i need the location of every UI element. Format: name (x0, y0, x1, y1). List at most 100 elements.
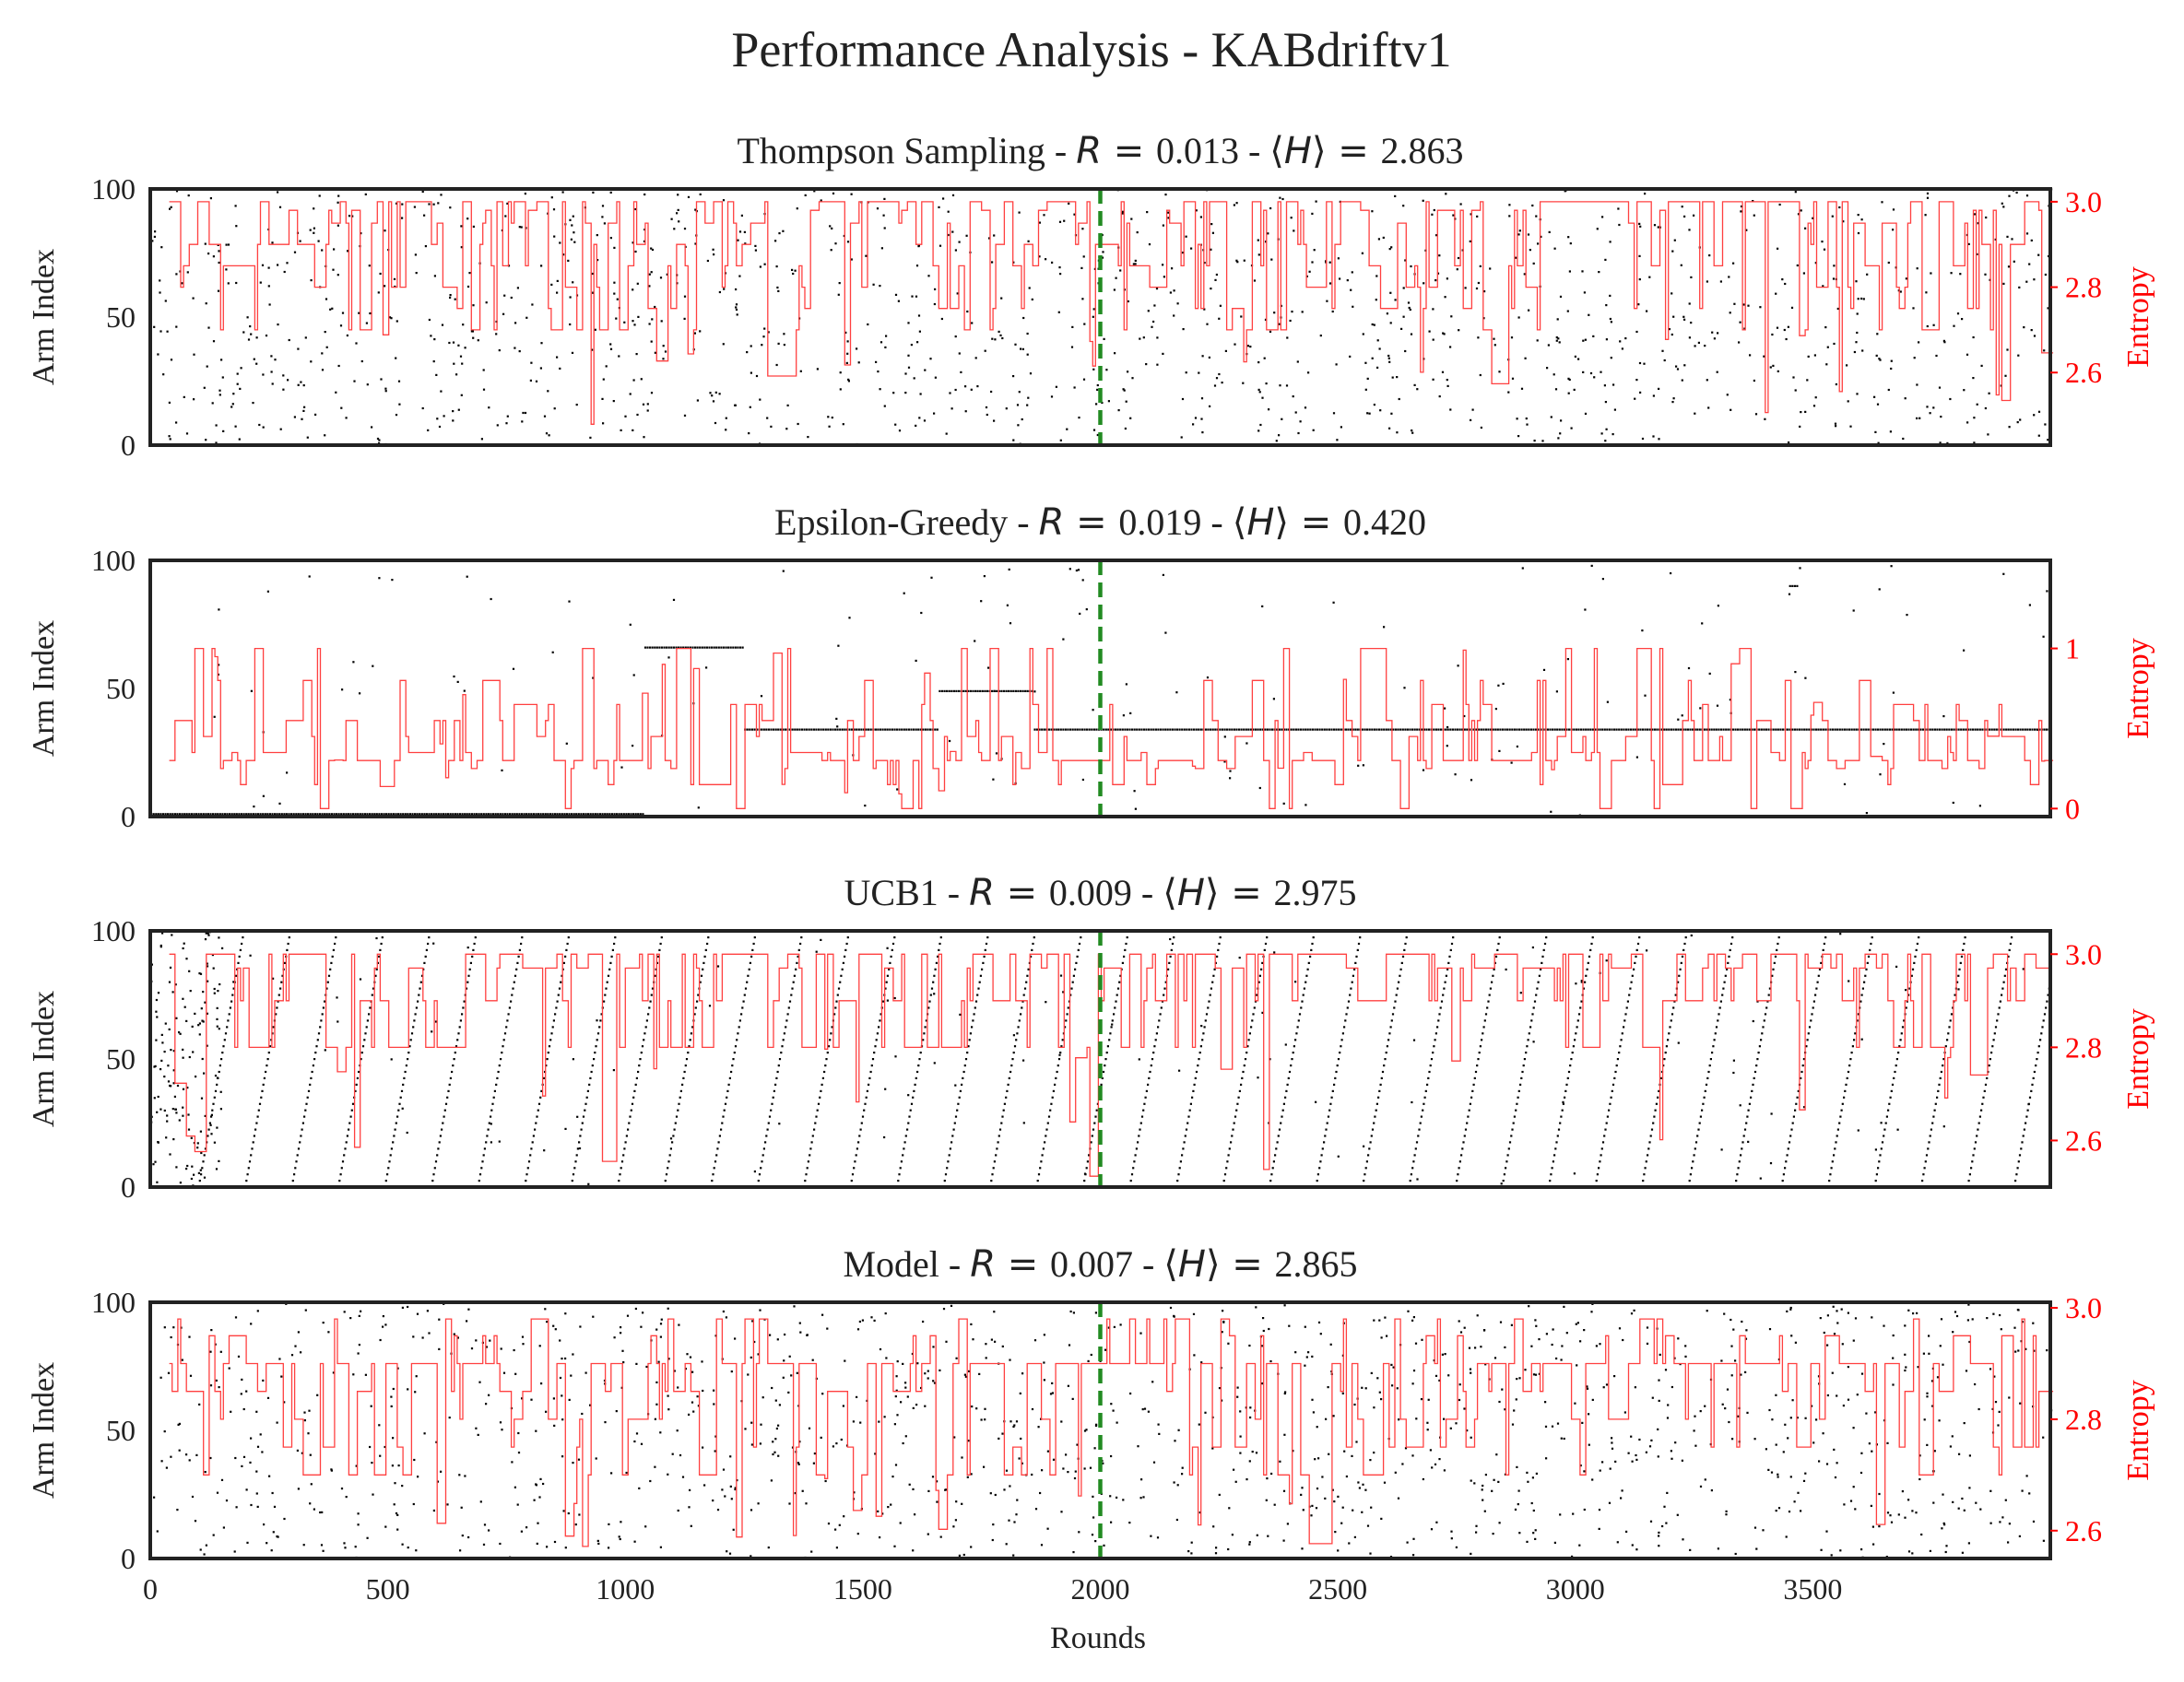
arm-pull-point (1575, 728, 1577, 731)
arm-pull-point (567, 936, 570, 939)
arm-pull-point (1714, 1032, 1717, 1035)
arm-pull-point (1705, 1083, 1708, 1086)
arm-pull-point (1933, 728, 1936, 731)
arm-pull-point (620, 1167, 622, 1170)
arm-pull-point (1306, 968, 1309, 970)
arm-pull-point (692, 1410, 695, 1413)
arm-pull-point (640, 1325, 643, 1328)
arm-pull-point (1402, 287, 1405, 289)
arm-pull-point (1005, 407, 1008, 410)
arm-pull-point (985, 942, 988, 946)
arm-pull-point (829, 225, 832, 228)
arm-pull-point (1729, 312, 1731, 314)
arm-pull-point (1630, 1435, 1633, 1438)
arm-pull-point (371, 813, 373, 816)
arm-pull-point (1825, 1530, 1828, 1533)
arm-pull-point (1193, 1354, 1196, 1357)
arm-pull-point (597, 1542, 600, 1545)
arm-pull-point (612, 1069, 615, 1072)
arm-pull-point (418, 994, 420, 996)
arm-pull-point (1214, 728, 1217, 731)
arm-pull-point (1463, 1407, 1466, 1410)
arm-pull-point (1961, 1497, 1964, 1500)
arm-pull-point (1764, 418, 1766, 420)
arm-pull-point (1833, 1333, 1836, 1335)
arm-pull-point (1956, 981, 1959, 983)
arm-pull-point (603, 222, 606, 225)
arm-pull-point (824, 728, 827, 731)
arm-pull-point (754, 249, 757, 252)
arm-pull-point (637, 315, 640, 318)
arm-pull-point (947, 233, 950, 237)
arm-pull-point (1600, 432, 1603, 435)
arm-pull-point (972, 1019, 974, 1022)
arm-pull-point (1634, 397, 1636, 400)
arm-pull-point (878, 1026, 880, 1029)
arm-pull-point (1708, 672, 1711, 675)
arm-pull-point (1875, 354, 1878, 357)
arm-pull-point (775, 1427, 778, 1430)
arm-pull-point (599, 1019, 602, 1022)
arm-pull-point (153, 235, 156, 238)
arm-pull-point (917, 728, 920, 731)
arm-pull-point (278, 802, 281, 805)
arm-pull-point (1361, 252, 1364, 254)
arm-pull-point (1413, 728, 1416, 731)
arm-pull-point (1966, 353, 1969, 356)
arm-pull-point (1281, 1115, 1283, 1118)
arm-pull-point (591, 272, 594, 276)
arm-pull-point (256, 1445, 260, 1448)
arm-pull-point (979, 974, 982, 977)
arm-pull-point (1657, 1096, 1659, 1099)
arm-pull-point (1483, 1019, 1486, 1022)
arm-pull-point (460, 225, 463, 228)
arm-pull-point (1753, 728, 1756, 731)
arm-pull-point (1959, 961, 1962, 964)
arm-pull-point (1706, 280, 1708, 283)
arm-pull-point (1429, 1064, 1432, 1067)
arm-pull-point (589, 1404, 592, 1406)
arm-pull-dots (150, 930, 2052, 1189)
arm-pull-point (1386, 1045, 1388, 1048)
arm-pull-point (247, 1167, 250, 1170)
arm-pull-point (1244, 1058, 1247, 1061)
arm-pull-point (1021, 418, 1023, 421)
arm-pull-point (1625, 1006, 1628, 1009)
arm-pull-point (1609, 1102, 1611, 1105)
arm-pull-point (865, 728, 868, 731)
arm-pull-point (1459, 203, 1462, 206)
arm-pull-point (734, 1337, 737, 1340)
arm-pull-point (1678, 974, 1681, 977)
arm-pull-point (879, 285, 881, 288)
arm-pull-point (1534, 1319, 1537, 1322)
arm-pull-point (1350, 987, 1352, 990)
arm-pull-point (355, 1083, 358, 1086)
arm-pull-point (1593, 376, 1596, 379)
arm-pull-point (1353, 968, 1356, 970)
arm-pull-point (171, 991, 174, 994)
arm-pull-point (2021, 1321, 2024, 1323)
arm-pull-point (530, 361, 533, 364)
arm-pull-point (624, 415, 627, 418)
arm-pull-point (1862, 298, 1865, 300)
arm-pull-point (2041, 1026, 2044, 1029)
arm-pull-point (1743, 728, 1746, 731)
arm-pull-point (1286, 1523, 1289, 1525)
arm-pull-point (1664, 1369, 1668, 1371)
arm-pull-point (163, 1326, 166, 1329)
arm-pull-point (728, 1076, 731, 1079)
arm-pull-point (885, 335, 888, 337)
arm-pull-point (207, 326, 210, 329)
arm-pull-point (1245, 1052, 1248, 1054)
arm-pull-point (1653, 728, 1656, 731)
arm-pull-point (454, 1052, 456, 1054)
arm-pull-point (1694, 1415, 1696, 1417)
arm-pull-point (408, 813, 411, 816)
arm-pull-point (1890, 1089, 1893, 1092)
arm-pull-point (1476, 1064, 1479, 1067)
arm-pull-point (1707, 1070, 1710, 1074)
arm-pull-point (1550, 416, 1552, 418)
arm-pull-point (378, 439, 381, 441)
arm-pull-point (844, 948, 847, 951)
arm-pull-dots (150, 564, 2050, 817)
